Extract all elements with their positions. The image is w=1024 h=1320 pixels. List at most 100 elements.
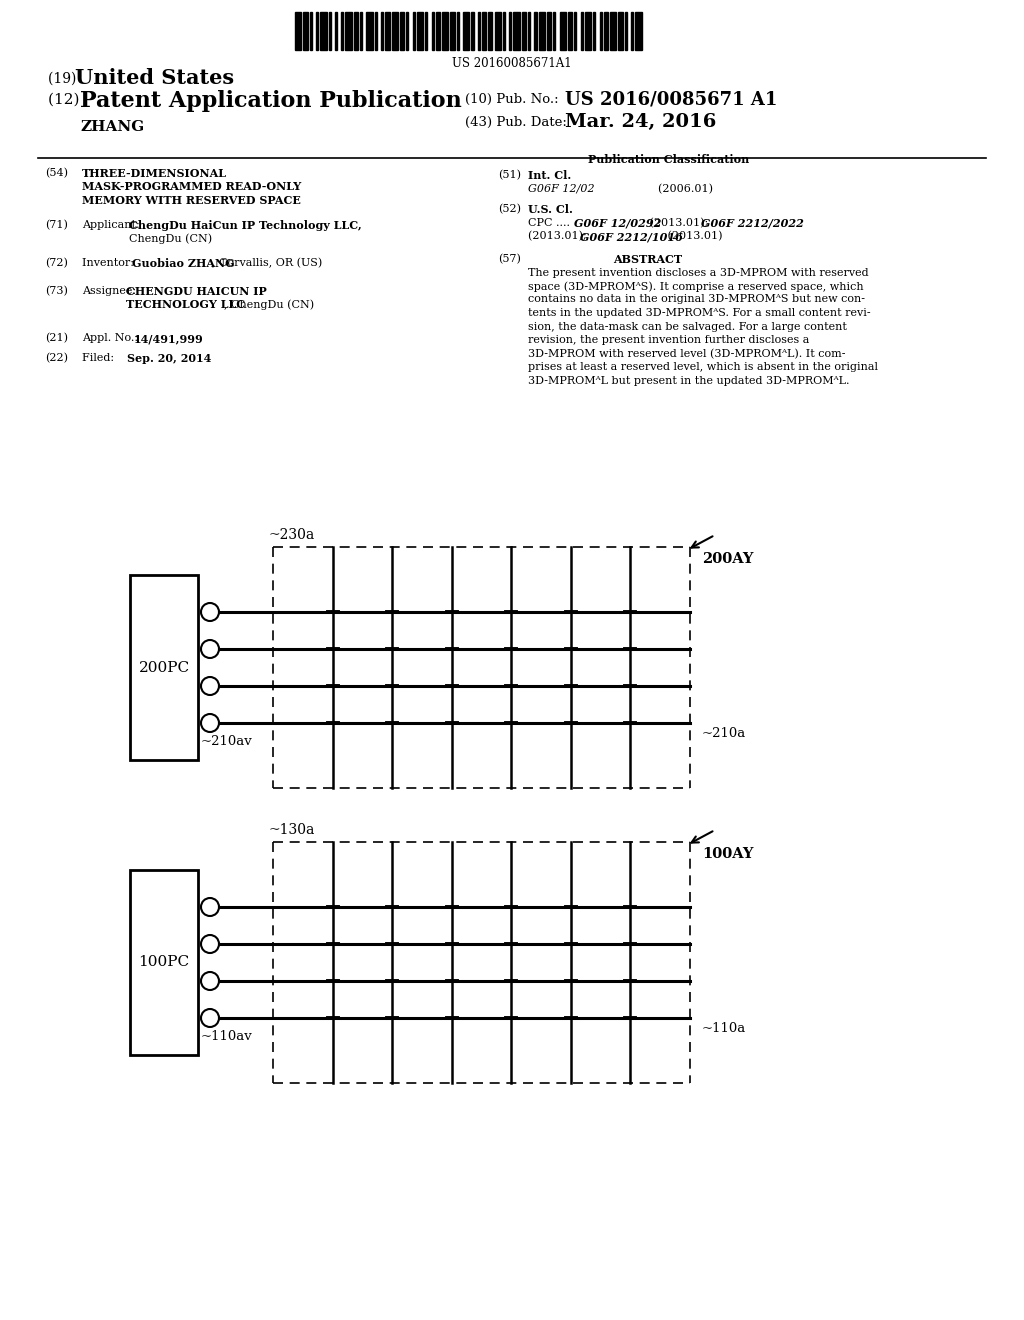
Text: ~110av: ~110av (201, 1030, 253, 1043)
Text: (52): (52) (498, 205, 521, 214)
Text: U.S. Cl.: U.S. Cl. (528, 205, 572, 215)
Text: (2013.01);: (2013.01); (528, 231, 590, 242)
Text: (2013.01);: (2013.01); (646, 218, 712, 228)
Bar (431, 12, 433, 50)
Text: THREE-DIMENSIONAL: THREE-DIMENSIONAL (82, 168, 227, 180)
Text: Filed:: Filed: (82, 352, 135, 363)
Bar (610, 12, 616, 50)
Text: (43) Pub. Date:: (43) Pub. Date: (465, 116, 567, 129)
Text: ChengDu HaiCun IP Technology LLC,: ChengDu HaiCun IP Technology LLC, (129, 220, 361, 231)
Bar (631, 12, 633, 50)
Text: ~210a: ~210a (702, 727, 746, 741)
Bar (513, 12, 520, 50)
Bar (425, 12, 427, 50)
Circle shape (201, 640, 219, 657)
Text: (51): (51) (498, 170, 521, 181)
Text: Mar. 24, 2016: Mar. 24, 2016 (565, 114, 717, 131)
Text: G06F 12/0292: G06F 12/0292 (574, 218, 662, 228)
Bar (625, 12, 627, 50)
Text: ABSTRACT: ABSTRACT (613, 253, 682, 265)
Text: ~210av: ~210av (201, 735, 253, 748)
Bar (341, 12, 343, 50)
Text: MASK-PROGRAMMED READ-ONLY: MASK-PROGRAMMED READ-ONLY (82, 181, 301, 193)
Bar (635, 12, 641, 50)
Text: (12): (12) (48, 92, 84, 107)
Text: Appl. No.:: Appl. No.: (82, 333, 141, 343)
Bar (559, 12, 566, 50)
Text: (2006.01): (2006.01) (623, 183, 713, 194)
Text: , Corvallis, OR (US): , Corvallis, OR (US) (212, 257, 323, 268)
Text: contains no data in the original 3D-MPROMᴬS but new con-: contains no data in the original 3D-MPRO… (528, 294, 865, 305)
Text: G06F 12/02: G06F 12/02 (528, 183, 595, 194)
Bar (463, 12, 469, 50)
Bar (495, 12, 501, 50)
Bar (303, 12, 307, 50)
Bar (451, 12, 455, 50)
Text: (54): (54) (45, 168, 68, 178)
Bar (391, 12, 398, 50)
Bar (385, 12, 389, 50)
Bar (413, 12, 415, 50)
Bar (316, 12, 318, 50)
Bar (604, 12, 608, 50)
Text: ZHANG: ZHANG (80, 120, 144, 135)
Text: space (3D-MPROMᴬS). It comprise a reserved space, which: space (3D-MPROMᴬS). It comprise a reserv… (528, 281, 863, 292)
Bar (539, 12, 545, 50)
Text: 3D-MPROM with reserved level (3D-MPROMᴬL). It com-: 3D-MPROM with reserved level (3D-MPROMᴬL… (528, 348, 846, 359)
Text: (22): (22) (45, 352, 68, 363)
Text: Applicant:: Applicant: (82, 220, 143, 230)
Text: US 2016/0085671 A1: US 2016/0085671 A1 (565, 90, 777, 108)
Bar (457, 12, 459, 50)
Bar (522, 12, 526, 50)
Circle shape (201, 1008, 219, 1027)
Bar (618, 12, 623, 50)
Bar (585, 12, 591, 50)
Text: G06F 2212/2022: G06F 2212/2022 (701, 218, 804, 228)
Bar (488, 12, 493, 50)
Bar (547, 12, 551, 50)
Text: ChengDu (CN): ChengDu (CN) (129, 234, 212, 244)
Bar (535, 12, 537, 50)
Text: United States: United States (75, 69, 234, 88)
Text: Guobiao ZHANG: Guobiao ZHANG (132, 257, 234, 269)
Bar (309, 12, 311, 50)
Text: (19): (19) (48, 73, 81, 86)
Bar (471, 12, 473, 50)
Text: (57): (57) (498, 253, 521, 264)
Text: ~230a: ~230a (268, 528, 314, 543)
Circle shape (201, 677, 219, 696)
Bar (345, 12, 351, 50)
Text: ~130a: ~130a (268, 822, 314, 837)
Bar (354, 12, 358, 50)
Text: revision, the present invention further discloses a: revision, the present invention further … (528, 335, 809, 345)
Bar (417, 12, 423, 50)
Bar (581, 12, 583, 50)
Bar (503, 12, 505, 50)
Text: (71): (71) (45, 220, 68, 230)
Text: tents in the updated 3D-MPROMᴬS. For a small content revi-: tents in the updated 3D-MPROMᴬS. For a s… (528, 308, 870, 318)
Bar (435, 12, 440, 50)
Bar (593, 12, 595, 50)
Text: 14/491,999: 14/491,999 (134, 333, 204, 345)
Bar (321, 12, 327, 50)
Bar (400, 12, 404, 50)
Circle shape (201, 714, 219, 733)
Bar (367, 12, 373, 50)
Bar (407, 12, 409, 50)
Bar (295, 12, 301, 50)
Bar (329, 12, 331, 50)
Circle shape (201, 603, 219, 620)
Bar (482, 12, 486, 50)
Bar (574, 12, 577, 50)
Text: (72): (72) (45, 257, 68, 268)
Text: prises at least a reserved level, which is absent in the original: prises at least a reserved level, which … (528, 362, 878, 372)
Bar (599, 12, 602, 50)
Bar (375, 12, 377, 50)
Bar (509, 12, 511, 50)
Text: 100AY: 100AY (702, 847, 754, 861)
Text: The present invention discloses a 3D-MPROM with reserved: The present invention discloses a 3D-MPR… (528, 268, 868, 277)
Bar (381, 12, 383, 50)
Text: Inventor:: Inventor: (82, 257, 144, 268)
Text: G06F 2212/1016: G06F 2212/1016 (580, 231, 683, 242)
Text: (10) Pub. No.:: (10) Pub. No.: (465, 92, 559, 106)
